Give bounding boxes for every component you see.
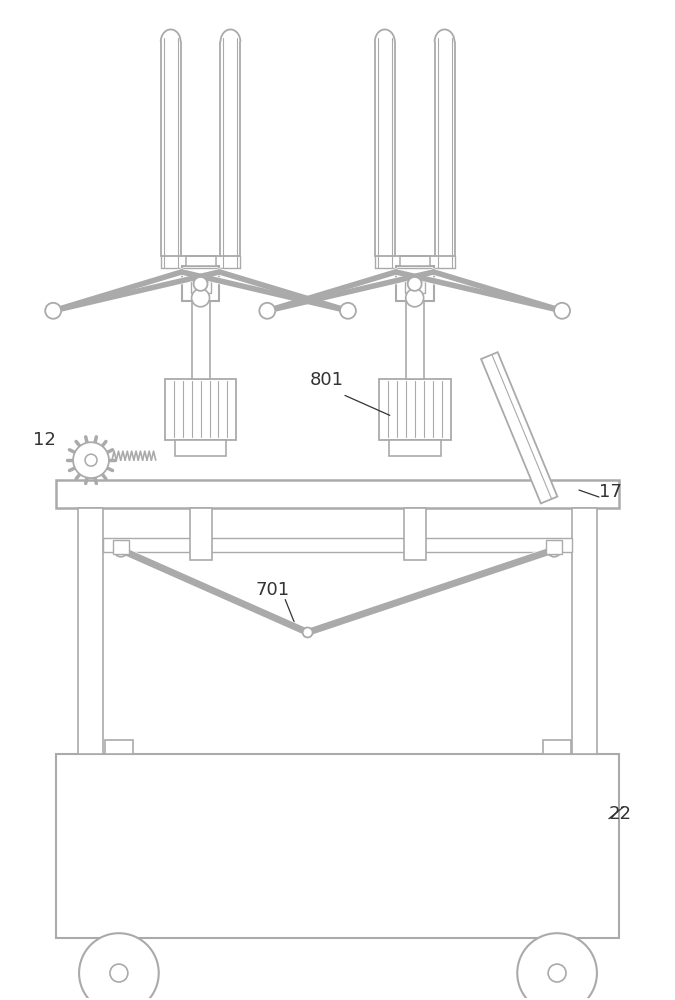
Bar: [546, 540, 562, 554]
Bar: [56, 480, 619, 508]
Circle shape: [554, 303, 570, 319]
Circle shape: [547, 543, 561, 557]
Circle shape: [110, 964, 128, 982]
Bar: [103, 538, 572, 552]
Circle shape: [548, 964, 566, 982]
Bar: [190, 281, 211, 293]
Circle shape: [406, 289, 424, 307]
Text: 17: 17: [599, 483, 622, 501]
Circle shape: [73, 442, 109, 478]
Bar: [186, 256, 215, 266]
Bar: [182, 266, 219, 301]
Circle shape: [259, 303, 275, 319]
Circle shape: [114, 543, 128, 557]
Text: 701: 701: [255, 581, 290, 599]
Bar: [406, 296, 424, 379]
Bar: [404, 508, 426, 560]
Bar: [543, 740, 571, 754]
Polygon shape: [481, 352, 558, 503]
Circle shape: [79, 933, 159, 1000]
Circle shape: [194, 277, 207, 291]
Circle shape: [408, 277, 422, 291]
Bar: [175, 440, 226, 456]
Bar: [190, 508, 211, 560]
Circle shape: [45, 303, 61, 319]
Circle shape: [517, 933, 597, 1000]
Bar: [105, 740, 133, 754]
Bar: [78, 508, 103, 754]
Circle shape: [85, 454, 97, 466]
Bar: [572, 508, 597, 754]
Bar: [113, 540, 129, 554]
Bar: [396, 266, 433, 301]
Text: 22: 22: [609, 805, 632, 823]
Bar: [405, 281, 425, 293]
Bar: [379, 379, 450, 440]
Circle shape: [302, 627, 313, 637]
Text: 12: 12: [33, 431, 56, 449]
Bar: [389, 440, 441, 456]
Bar: [400, 256, 429, 266]
Text: 801: 801: [310, 371, 344, 389]
Circle shape: [192, 289, 209, 307]
Bar: [56, 754, 619, 938]
Bar: [165, 379, 236, 440]
Circle shape: [340, 303, 356, 319]
Bar: [192, 296, 209, 379]
